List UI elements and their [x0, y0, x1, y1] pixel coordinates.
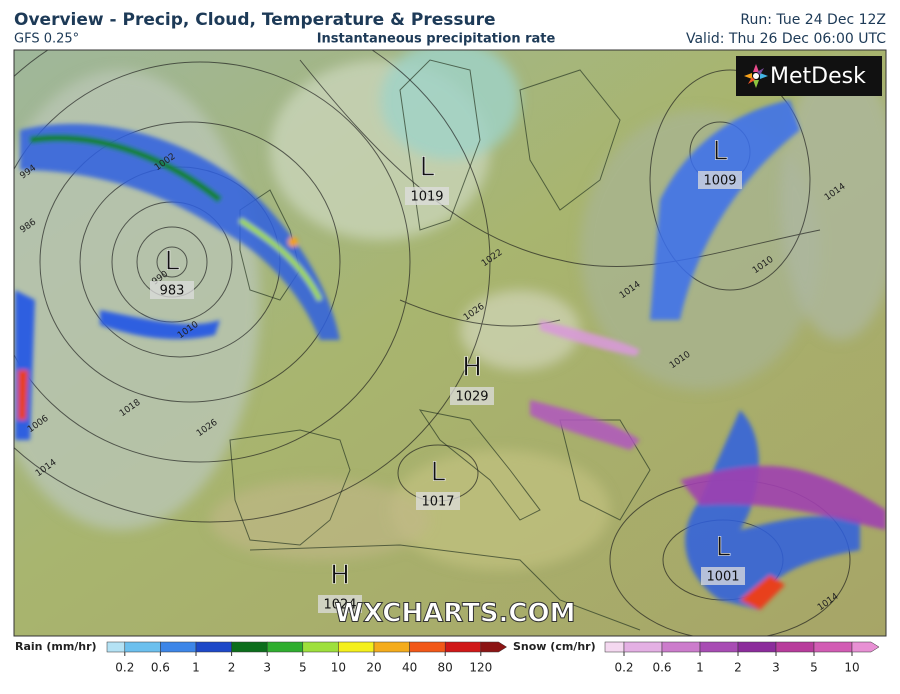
run: Run: Tue 24 Dec 12Z [740, 12, 886, 28]
rain-legend-label: Rain (mm/hr) [15, 640, 97, 653]
legend-tick-label: 5 [299, 661, 307, 675]
title: Overview - Precip, Cloud, Temperature & … [14, 10, 496, 30]
legend-swatch [106, 641, 126, 653]
watermark: WXCHARTS.COM [334, 599, 575, 629]
legend-tick-label: 10 [331, 661, 346, 675]
legend-swatch [231, 641, 268, 653]
center-value-box [416, 492, 460, 510]
legend-arrow [851, 641, 880, 653]
model: GFS 0.25° [14, 32, 79, 47]
legend: 0.2 0.6 1 2 3 5 10 20 40 80 120 0.2 0.6 1 2 3 5 10 [106, 641, 880, 675]
center-letter: H [462, 353, 482, 383]
legend-swatch [604, 641, 625, 653]
center-value: 1001 [706, 570, 739, 585]
center-value: 1009 [703, 174, 736, 189]
legend-tick-label: 1 [696, 661, 704, 675]
center-letter: L [165, 247, 180, 277]
legend-tick-label: 0.2 [115, 661, 134, 675]
center-value-box [698, 171, 742, 189]
legend-tick-label: 0.6 [652, 661, 671, 675]
legend-tick-label: 120 [469, 661, 492, 675]
legend-swatch [623, 641, 663, 653]
center-letter: L [420, 153, 435, 183]
legend-swatch [195, 641, 232, 653]
legend-tick-label: 2 [228, 661, 236, 675]
center-value: 983 [160, 284, 185, 299]
legend-swatch [338, 641, 375, 653]
legend-swatch [775, 641, 815, 653]
coastlines [229, 59, 651, 631]
legend-swatch [266, 641, 304, 653]
legend-arrow [480, 641, 508, 653]
center-value: 1024 [323, 598, 356, 613]
legend-swatch [661, 641, 701, 653]
center-letter: L [431, 458, 446, 488]
legend-swatch [160, 641, 197, 653]
legend-swatch [699, 641, 739, 653]
legend-tick-label: 3 [263, 661, 271, 675]
center-value-box [150, 281, 194, 299]
legend-tick-label: 0.2 [614, 661, 633, 675]
isobars [14, 50, 851, 636]
subtitle: Instantaneous precipitation rate [317, 32, 556, 47]
center-letter: L [716, 533, 731, 563]
logo: MetDesk [770, 64, 866, 89]
map: 1002994986990101010181026101410061022102… [14, 50, 886, 636]
legend-swatch [409, 641, 446, 653]
pressure-centers: L 983 L 1019 L 1009 H 1029 L 1017 L 1001 H 1024 [150, 136, 745, 613]
legend-tick-label: 2 [734, 661, 742, 675]
legend-swatch [302, 641, 339, 653]
legend-tick-label: 3 [772, 661, 780, 675]
legend-tick-label: 80 [438, 661, 453, 675]
legend-swatch [444, 641, 482, 653]
precipitation [15, 100, 886, 610]
map-frame [13, 49, 887, 637]
legend-tick-label: 40 [402, 661, 417, 675]
center-letter: L [713, 137, 728, 167]
center-value: 1017 [421, 495, 454, 510]
center-letter: H [330, 561, 350, 591]
snow-legend-label: Snow (cm/hr) [513, 640, 596, 653]
cloud-cover [14, 50, 886, 570]
legend-tick-label: 1 [192, 661, 200, 675]
logo-icon [744, 64, 768, 88]
legend-tick-label: 5 [810, 661, 818, 675]
center-value: 1019 [410, 190, 443, 205]
legend-swatch [373, 641, 410, 653]
legend-tick-label: 20 [366, 661, 381, 675]
center-value: 1029 [455, 390, 488, 405]
center-value-box [318, 595, 362, 613]
legend-tick-label: 10 [844, 661, 859, 675]
valid: Valid: Thu 26 Dec 06:00 UTC [686, 31, 886, 47]
legend-tick-label: 0.6 [151, 661, 170, 675]
center-value-box [450, 387, 494, 405]
legend-swatch [737, 641, 777, 653]
legend-swatch [813, 641, 853, 653]
legend-swatch [124, 641, 161, 653]
center-value-box [405, 187, 449, 205]
center-value-box [701, 567, 745, 585]
